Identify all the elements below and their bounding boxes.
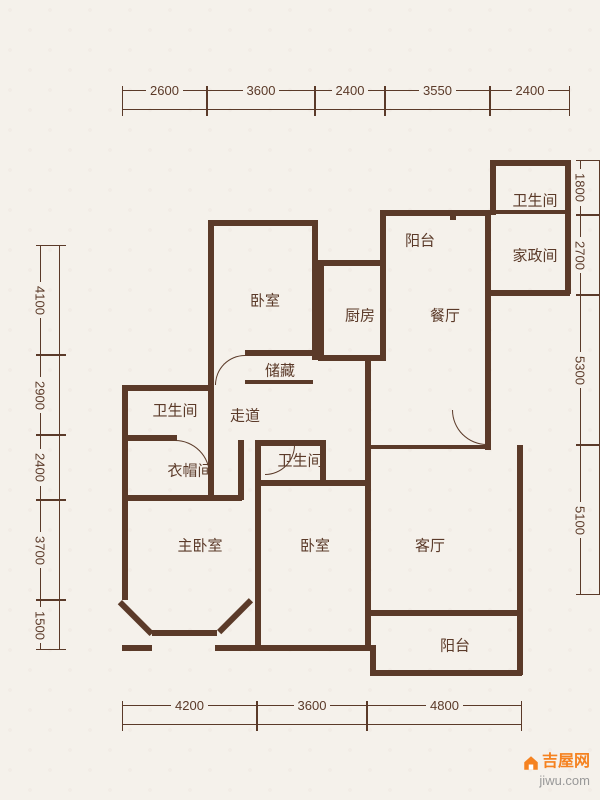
bay-wall bbox=[118, 600, 154, 636]
wall bbox=[122, 500, 128, 600]
dimension-h: 3600 bbox=[207, 90, 315, 110]
dimension-label: 2400 bbox=[512, 83, 549, 98]
wall bbox=[380, 260, 386, 360]
door-arc bbox=[452, 410, 487, 445]
dimension-label: 3700 bbox=[33, 532, 48, 569]
wall bbox=[380, 210, 386, 265]
door-arc bbox=[215, 355, 245, 385]
wall bbox=[370, 670, 522, 676]
room-label: 卧室 bbox=[250, 290, 280, 311]
dimension-v: 1800 bbox=[580, 160, 600, 215]
dimension-v: 1500 bbox=[40, 600, 60, 650]
wall bbox=[215, 645, 260, 651]
dimension-v: 2900 bbox=[40, 355, 60, 435]
wall bbox=[122, 645, 152, 651]
dimension-label: 2900 bbox=[33, 377, 48, 414]
dimension-label: 1500 bbox=[33, 607, 48, 644]
bay-wall bbox=[217, 598, 253, 634]
room-label: 走道 bbox=[230, 405, 260, 426]
wall bbox=[485, 210, 491, 295]
door-arc bbox=[265, 445, 295, 475]
dimension-v: 5300 bbox=[580, 295, 600, 445]
dimension-v: 2700 bbox=[580, 215, 600, 295]
dimension-label: 2600 bbox=[146, 83, 183, 98]
wall bbox=[318, 355, 386, 361]
wall bbox=[255, 440, 261, 650]
room-label: 家政间 bbox=[512, 245, 557, 266]
wall bbox=[456, 210, 486, 216]
wall bbox=[323, 260, 383, 266]
brand-name: 吉屋网 bbox=[542, 753, 590, 770]
wall bbox=[380, 210, 450, 216]
dimension-h: 4200 bbox=[122, 705, 257, 725]
room-label: 餐厅 bbox=[430, 305, 460, 326]
dimension-label: 2400 bbox=[33, 449, 48, 486]
dimension-h: 3550 bbox=[385, 90, 490, 110]
wall bbox=[565, 160, 571, 215]
dimension-h: 4800 bbox=[367, 705, 522, 725]
dimension-label: 3600 bbox=[294, 698, 331, 713]
dimension-label: 2400 bbox=[332, 83, 369, 98]
wall bbox=[122, 385, 214, 391]
watermark: 吉屋网 jiwu.com bbox=[522, 752, 590, 790]
dimension-label: 4800 bbox=[426, 698, 463, 713]
dimension-label: 1800 bbox=[573, 169, 588, 206]
room-label: 卫生间 bbox=[512, 190, 557, 211]
wall bbox=[260, 480, 370, 486]
wall bbox=[370, 645, 376, 675]
dimension-label: 5300 bbox=[573, 352, 588, 389]
dimension-v: 5100 bbox=[580, 445, 600, 595]
room-label: 阳台 bbox=[405, 230, 435, 251]
house-icon bbox=[522, 754, 540, 772]
floor-plan: 26003600240035502400 420036004800 410029… bbox=[60, 50, 560, 750]
dimension-label: 5100 bbox=[573, 502, 588, 539]
wall bbox=[370, 610, 522, 616]
brand-url: jiwu.com bbox=[522, 773, 590, 790]
room-label: 卧室 bbox=[300, 535, 330, 556]
door-arc bbox=[175, 440, 210, 475]
wall bbox=[490, 160, 496, 215]
wall bbox=[490, 160, 570, 166]
wall bbox=[208, 220, 214, 355]
dimension-h: 3600 bbox=[257, 705, 367, 725]
dimension-label: 4200 bbox=[171, 698, 208, 713]
wall bbox=[122, 495, 242, 501]
wall bbox=[365, 360, 371, 650]
wall bbox=[245, 350, 313, 356]
wall bbox=[245, 380, 313, 384]
wall bbox=[238, 440, 244, 500]
room-label: 主卧室 bbox=[177, 535, 222, 556]
room-label: 客厅 bbox=[415, 535, 445, 556]
wall bbox=[122, 435, 177, 441]
room-label: 阳台 bbox=[440, 635, 470, 656]
wall bbox=[370, 445, 488, 449]
dimension-label: 4100 bbox=[33, 282, 48, 319]
bay-wall bbox=[152, 630, 217, 636]
dimension-v: 4100 bbox=[40, 245, 60, 355]
dimension-v: 2400 bbox=[40, 435, 60, 500]
room-label: 储藏 bbox=[265, 360, 295, 381]
dimension-label: 2700 bbox=[573, 237, 588, 274]
wall bbox=[318, 260, 324, 360]
wall bbox=[496, 210, 570, 214]
dimension-v: 3700 bbox=[40, 500, 60, 600]
wall bbox=[260, 645, 370, 651]
dimension-label: 3600 bbox=[243, 83, 280, 98]
dimension-h: 2400 bbox=[315, 90, 385, 110]
wall bbox=[517, 445, 523, 675]
dimension-h: 2600 bbox=[122, 90, 207, 110]
dimension-label: 3550 bbox=[419, 83, 456, 98]
wall bbox=[122, 440, 128, 500]
wall bbox=[122, 385, 128, 440]
room-label: 卫生间 bbox=[152, 400, 197, 421]
wall bbox=[565, 214, 571, 294]
wall bbox=[208, 220, 318, 226]
wall bbox=[490, 290, 570, 296]
dimension-h: 2400 bbox=[490, 90, 570, 110]
wall bbox=[208, 352, 214, 387]
room-label: 厨房 bbox=[345, 305, 375, 326]
